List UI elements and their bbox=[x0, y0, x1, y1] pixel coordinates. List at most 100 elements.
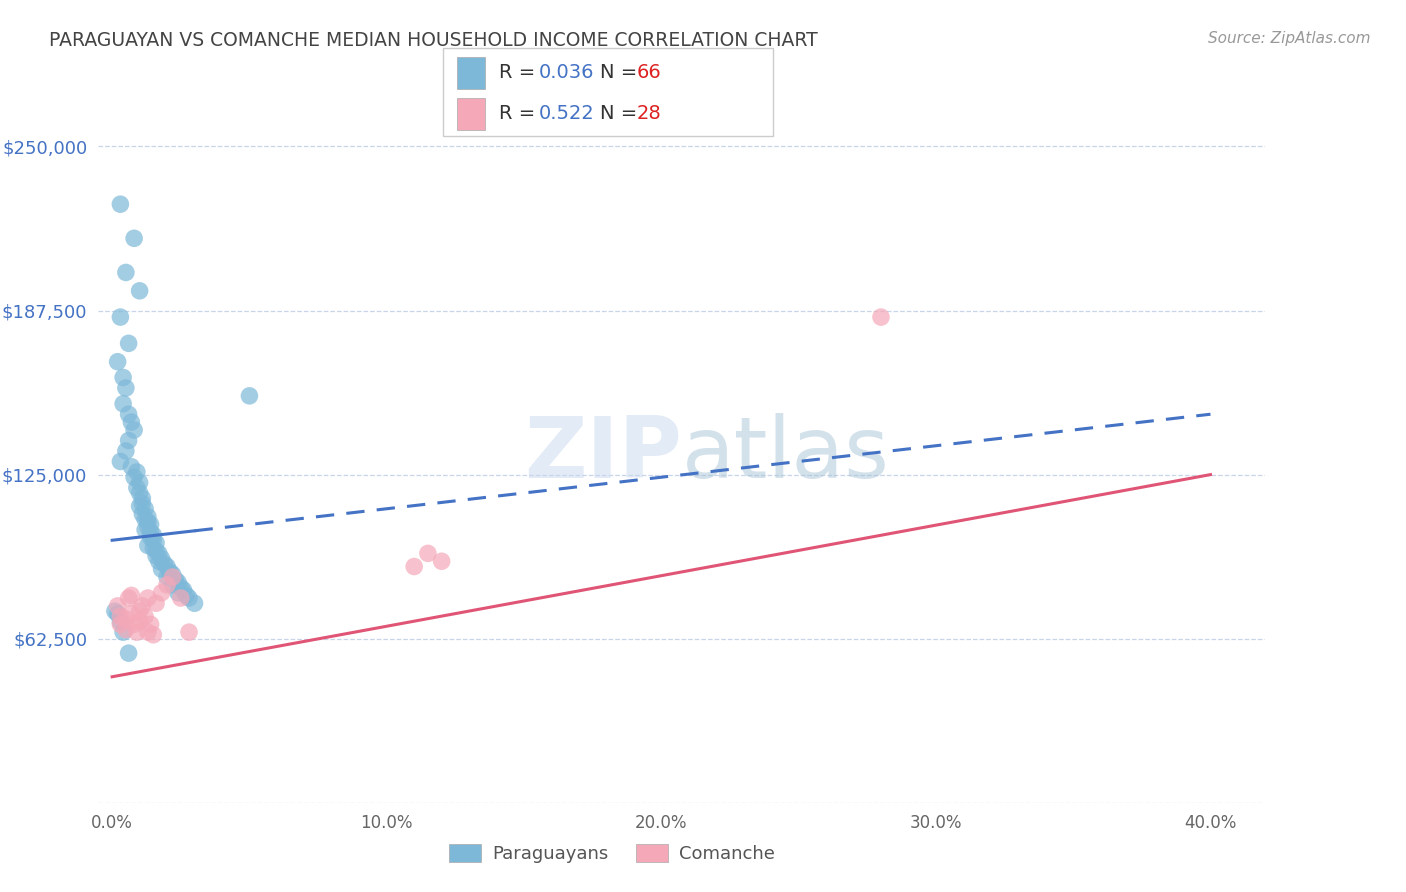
Point bbox=[165, 573, 187, 587]
Point bbox=[120, 415, 142, 429]
Point bbox=[177, 625, 200, 640]
Point bbox=[107, 355, 129, 369]
Point bbox=[107, 599, 129, 613]
Point bbox=[136, 625, 159, 640]
Point bbox=[128, 284, 150, 298]
Point bbox=[122, 470, 145, 484]
Point bbox=[136, 515, 159, 529]
Text: ZIP: ZIP bbox=[524, 413, 682, 497]
Point bbox=[159, 565, 181, 579]
Point bbox=[110, 454, 132, 468]
Point bbox=[112, 370, 135, 384]
Point bbox=[145, 549, 167, 563]
Point bbox=[174, 588, 197, 602]
Point bbox=[150, 551, 173, 566]
Point bbox=[107, 607, 129, 621]
Point bbox=[115, 265, 138, 279]
Point bbox=[117, 591, 139, 605]
Point bbox=[145, 543, 167, 558]
Point bbox=[120, 459, 142, 474]
Point bbox=[131, 491, 153, 506]
Point bbox=[170, 581, 193, 595]
Point bbox=[167, 586, 190, 600]
Text: R =: R = bbox=[499, 63, 541, 82]
Point bbox=[136, 539, 159, 553]
Point bbox=[131, 507, 153, 521]
Point bbox=[167, 575, 190, 590]
Point bbox=[122, 423, 145, 437]
Point bbox=[115, 381, 138, 395]
Point bbox=[148, 546, 170, 560]
Point bbox=[110, 617, 132, 632]
Point bbox=[128, 486, 150, 500]
Point bbox=[117, 336, 139, 351]
Point bbox=[162, 578, 184, 592]
Point bbox=[150, 562, 173, 576]
Point bbox=[162, 570, 184, 584]
Legend: Paraguayans, Comanche: Paraguayans, Comanche bbox=[441, 837, 782, 871]
Point bbox=[110, 310, 132, 324]
Point bbox=[128, 615, 150, 629]
Point bbox=[134, 512, 156, 526]
Text: 0.036: 0.036 bbox=[538, 63, 593, 82]
Point bbox=[110, 615, 132, 629]
Point bbox=[156, 570, 179, 584]
Point bbox=[112, 397, 135, 411]
Point bbox=[120, 607, 142, 621]
Point bbox=[139, 525, 162, 540]
Point bbox=[112, 625, 135, 640]
Point bbox=[131, 496, 153, 510]
Point bbox=[156, 559, 179, 574]
Point bbox=[125, 465, 148, 479]
Point bbox=[177, 591, 200, 605]
Text: Source: ZipAtlas.com: Source: ZipAtlas.com bbox=[1208, 31, 1371, 46]
Point bbox=[145, 596, 167, 610]
Point bbox=[173, 583, 195, 598]
Text: 28: 28 bbox=[637, 104, 662, 123]
Text: atlas: atlas bbox=[682, 413, 890, 497]
Point bbox=[110, 197, 132, 211]
Point bbox=[404, 559, 426, 574]
Point bbox=[134, 501, 156, 516]
Text: R =: R = bbox=[499, 104, 541, 123]
Point bbox=[104, 604, 127, 618]
Point bbox=[128, 604, 150, 618]
Point bbox=[416, 546, 439, 560]
Point bbox=[148, 554, 170, 568]
Point bbox=[136, 520, 159, 534]
Point bbox=[131, 599, 153, 613]
Point bbox=[128, 499, 150, 513]
Point bbox=[110, 609, 132, 624]
Point bbox=[122, 617, 145, 632]
Point bbox=[162, 567, 184, 582]
Point bbox=[142, 541, 165, 555]
Point bbox=[134, 523, 156, 537]
Text: PARAGUAYAN VS COMANCHE MEDIAN HOUSEHOLD INCOME CORRELATION CHART: PARAGUAYAN VS COMANCHE MEDIAN HOUSEHOLD … bbox=[49, 31, 818, 50]
Point bbox=[128, 475, 150, 490]
Point bbox=[136, 509, 159, 524]
Point bbox=[870, 310, 893, 324]
Point bbox=[117, 646, 139, 660]
Text: N =: N = bbox=[600, 63, 644, 82]
Point bbox=[142, 533, 165, 548]
Point bbox=[139, 517, 162, 532]
Point bbox=[430, 554, 453, 568]
Point bbox=[139, 531, 162, 545]
Text: 0.522: 0.522 bbox=[538, 104, 595, 123]
Point bbox=[136, 591, 159, 605]
Point bbox=[170, 591, 193, 605]
Point bbox=[145, 536, 167, 550]
Point bbox=[125, 481, 148, 495]
Point bbox=[117, 407, 139, 421]
Point bbox=[142, 628, 165, 642]
Point bbox=[117, 434, 139, 448]
Point bbox=[115, 612, 138, 626]
Point bbox=[238, 389, 260, 403]
Point bbox=[142, 528, 165, 542]
Point bbox=[156, 578, 179, 592]
Point bbox=[125, 625, 148, 640]
Point bbox=[115, 444, 138, 458]
Text: N =: N = bbox=[600, 104, 644, 123]
Point bbox=[153, 557, 176, 571]
Text: 66: 66 bbox=[637, 63, 662, 82]
